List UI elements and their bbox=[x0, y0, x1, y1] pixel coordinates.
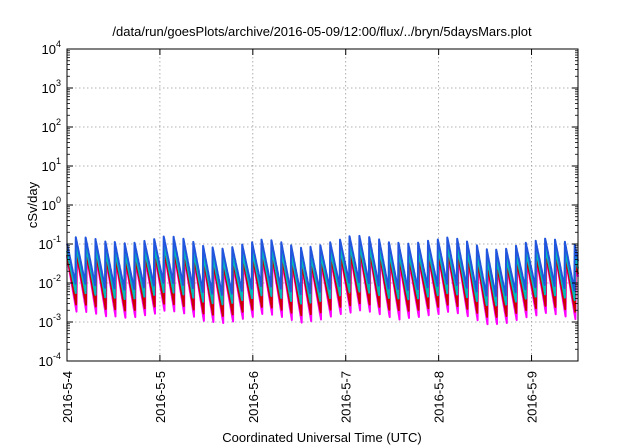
x-axis: 2016-5-4 2016-5-5 2016-5-6 2016-5-7 2016-5-8… bbox=[60, 49, 540, 423]
x-tick-label: 2016-5-5 bbox=[153, 371, 168, 423]
y-tick-label: 101 bbox=[42, 156, 61, 174]
y-tick-label: 10-1 bbox=[39, 234, 61, 252]
x-tick-label: 2016-5-8 bbox=[432, 371, 447, 423]
y-tick-label: 102 bbox=[42, 117, 61, 135]
chart-title: /data/run/goesPlots/archive/2016-05-09/1… bbox=[112, 24, 532, 39]
x-tick-label: 2016-5-4 bbox=[60, 371, 75, 423]
y-tick-label: 10-4 bbox=[39, 351, 61, 369]
y-tick-label: 10-3 bbox=[39, 312, 61, 330]
y-axis-label: cSv/day bbox=[25, 181, 40, 228]
y-axis: 10-4 10-3 10-2 10-1 100 101 102 103 104 bbox=[39, 39, 578, 369]
series-line bbox=[66, 244, 579, 307]
y-tick-label: 10-2 bbox=[39, 273, 61, 291]
x-tick-label: 2016-5-6 bbox=[246, 371, 261, 423]
series-line bbox=[66, 249, 579, 318]
grid bbox=[66, 48, 578, 362]
y-tick-label: 103 bbox=[42, 78, 61, 96]
x-axis-label: Coordinated Universal Time (UTC) bbox=[222, 430, 421, 445]
y-tick-label: 104 bbox=[42, 39, 61, 57]
series-lines bbox=[66, 234, 579, 326]
x-tick-label: 2016-5-7 bbox=[339, 371, 354, 423]
y-tick-label: 100 bbox=[42, 195, 61, 213]
x-tick-label: 2016-5-9 bbox=[525, 371, 540, 423]
series-line bbox=[66, 234, 579, 297]
